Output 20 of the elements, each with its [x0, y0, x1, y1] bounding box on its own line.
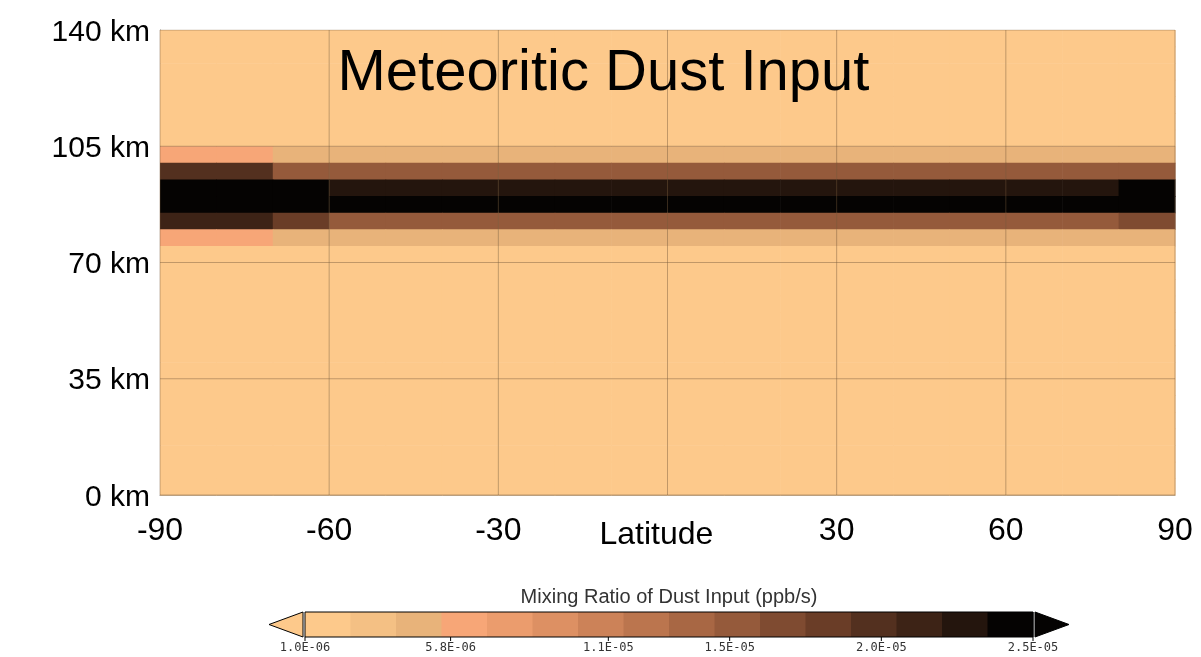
- x-tick-label: -90: [136, 511, 184, 547]
- x-tick-label: -30: [475, 511, 522, 547]
- y-tick-label: 105 km: [51, 129, 150, 163]
- x-tick-label: 60: [988, 511, 1024, 547]
- chart-title: Meteoritic Dust Input: [337, 36, 870, 102]
- x-axis-title: Latitude: [599, 515, 714, 551]
- color-bar-label: 2.5E-05: [1007, 640, 1059, 654]
- y-tick-label: 70 km: [68, 246, 150, 279]
- y-tick-label: 35 km: [68, 362, 150, 396]
- x-tick-label: 30: [818, 511, 855, 547]
- color-bar-label: 1.5E-05: [704, 640, 755, 654]
- x-tick-label: -60: [306, 511, 353, 547]
- color-bar-label: 1.0E-06: [279, 640, 331, 654]
- y-tick-label: 140 km: [51, 13, 150, 47]
- color-bar-label: 1.1E-05: [583, 640, 634, 654]
- color-bar-label: 2.0E-05: [856, 640, 907, 654]
- color-bar-label: 5.8E-06: [425, 640, 476, 654]
- y-tick-label: 0 km: [84, 478, 150, 512]
- color-bar-title: Mixing Ratio of Dust Input (ppb/s): [520, 585, 818, 607]
- x-tick-label: 90: [1157, 511, 1193, 547]
